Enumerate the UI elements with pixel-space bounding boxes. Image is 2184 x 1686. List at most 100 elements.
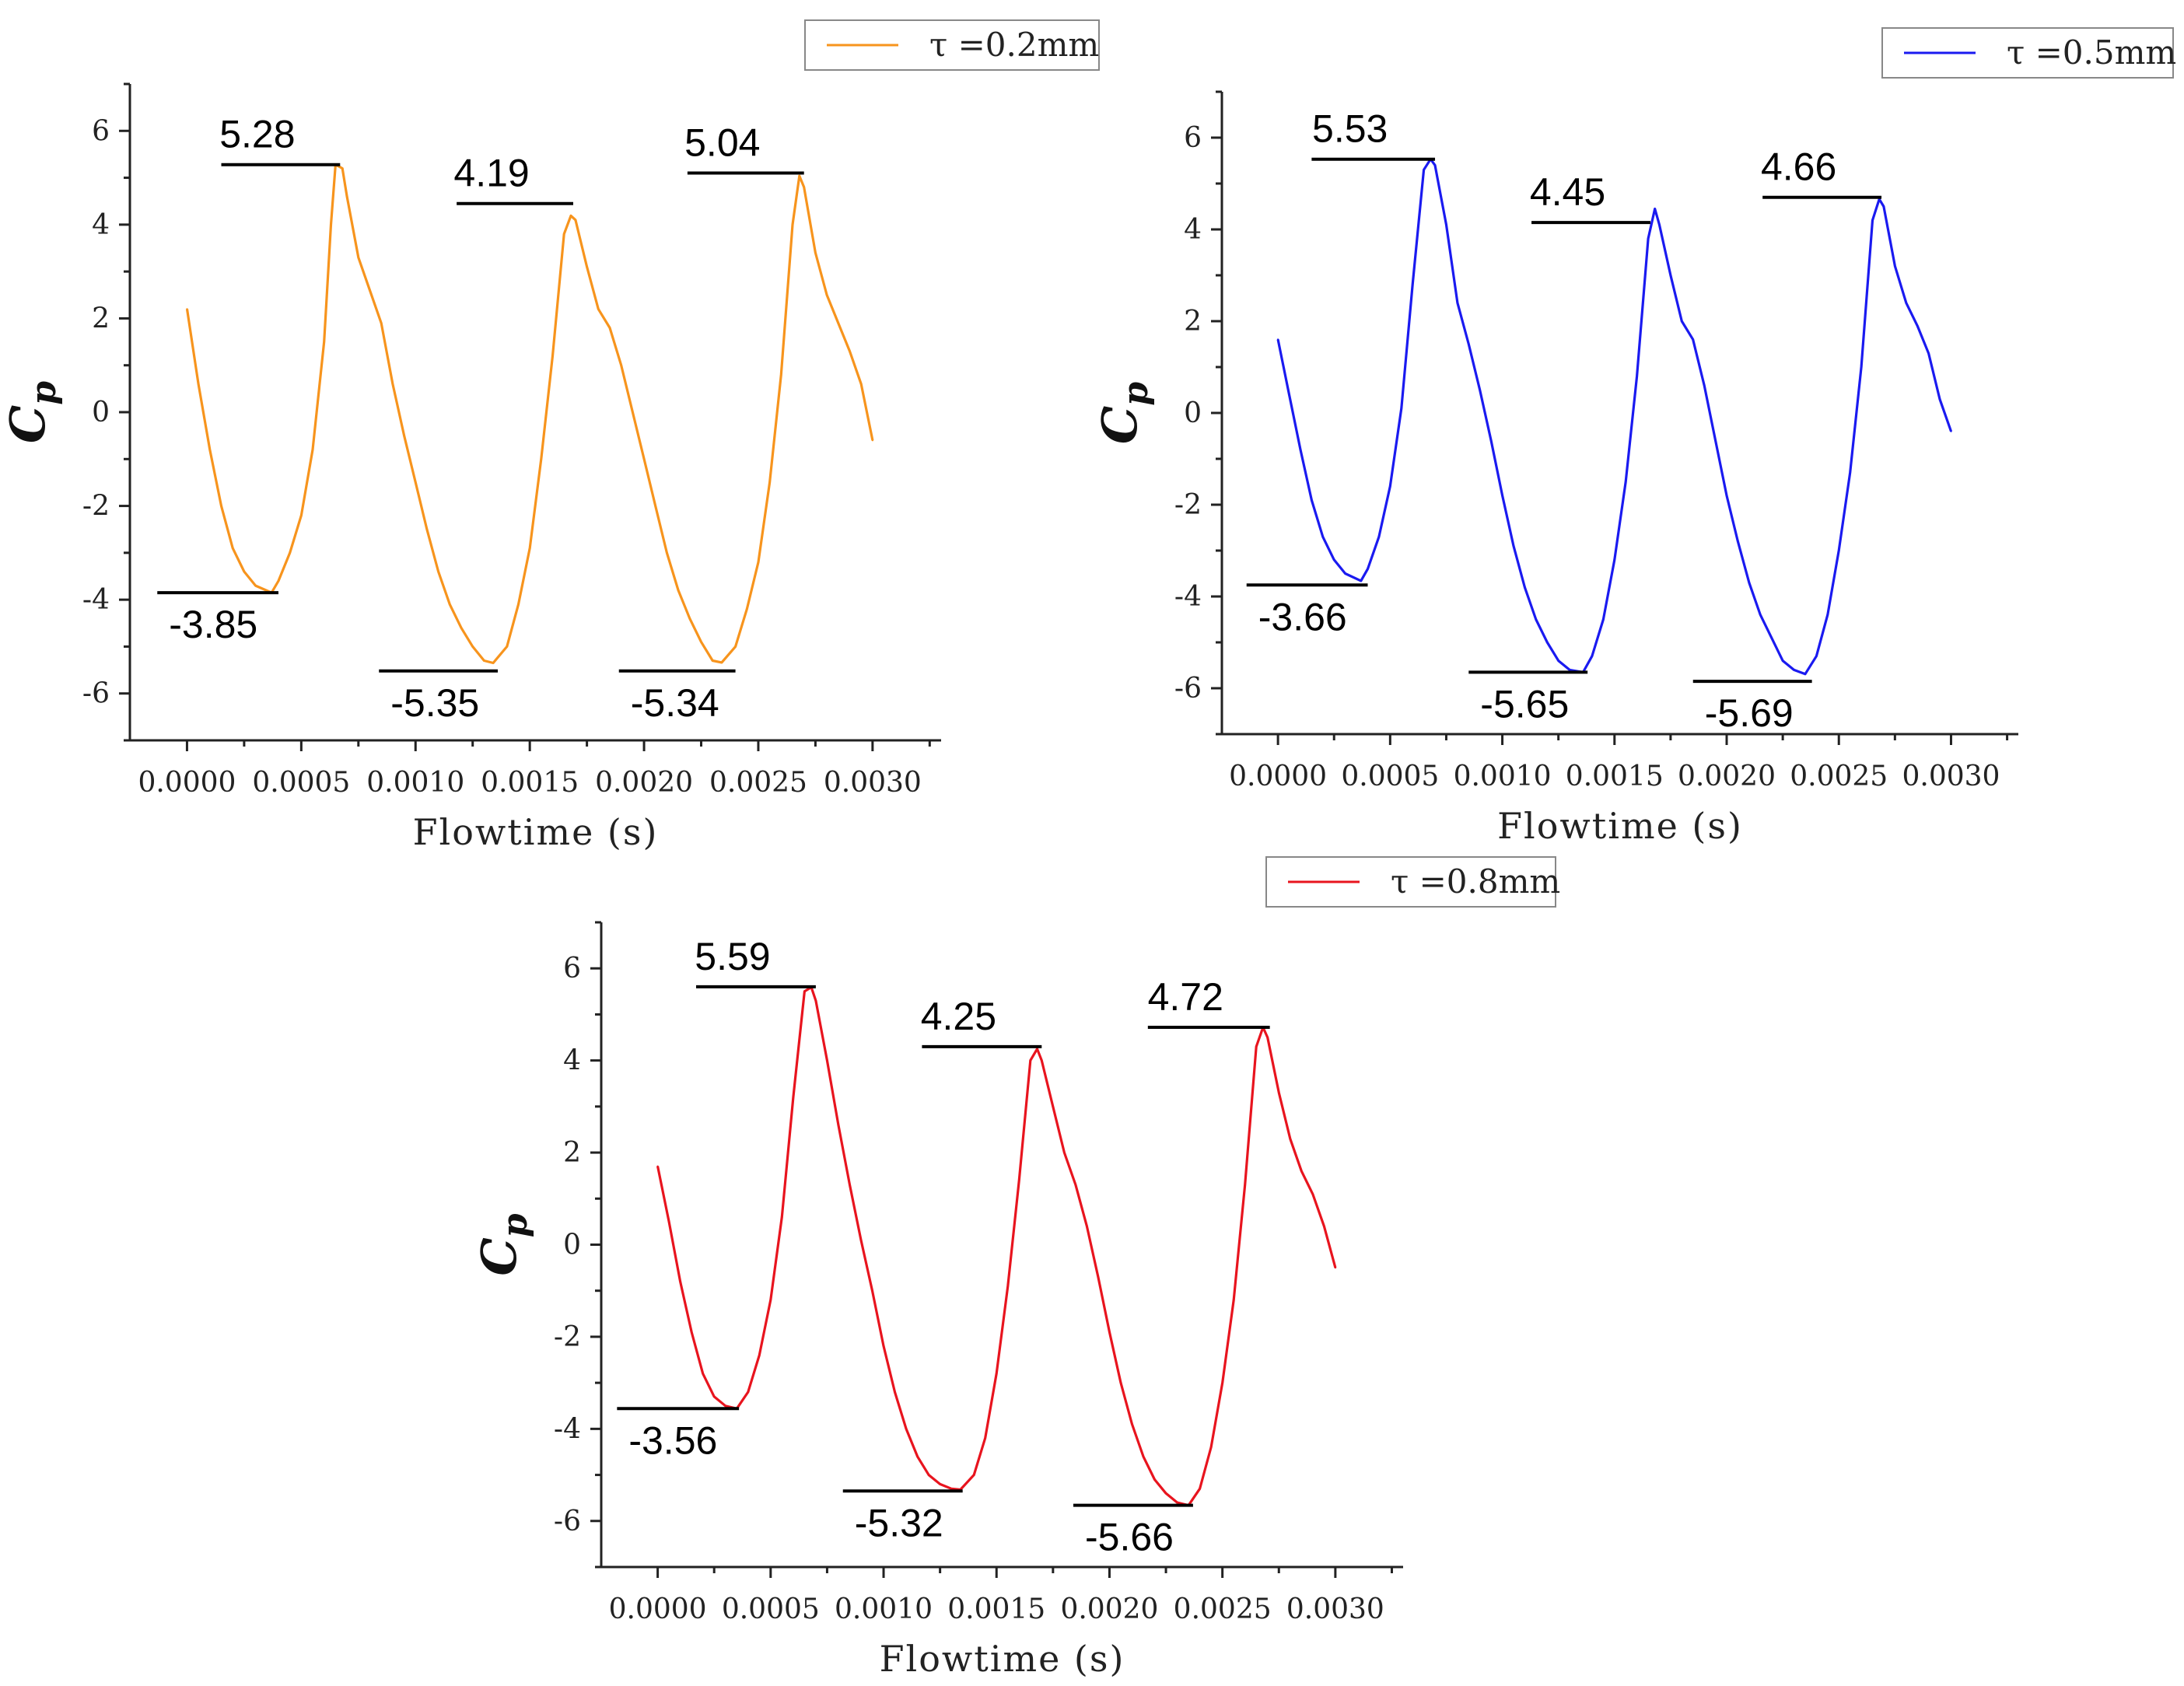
x-tick-label: 0.0020: [1060, 1593, 1158, 1625]
annotation-label: -5.69: [1705, 691, 1794, 735]
x-tick-label: 0.0025: [1174, 1593, 1272, 1625]
data-point: [654, 505, 656, 507]
data-point: [1804, 673, 1807, 675]
data-point: [1433, 164, 1437, 166]
data-point: [720, 661, 723, 664]
data-point: [1052, 1105, 1055, 1108]
data-point: [1029, 1059, 1032, 1062]
data-point: [1938, 398, 1941, 401]
annotation-label: 4.45: [1530, 170, 1605, 214]
data-point: [792, 1096, 795, 1099]
data-point: [849, 350, 851, 352]
annotation-label: -3.56: [628, 1418, 717, 1462]
data-point: [734, 645, 737, 648]
data-point: [691, 1331, 693, 1334]
data-point: [330, 223, 332, 226]
data-point: [540, 458, 542, 460]
annotation-label: -5.65: [1480, 682, 1569, 726]
data-point: [1654, 208, 1656, 210]
data-point: [357, 256, 359, 259]
data-point: [769, 1299, 772, 1301]
data-point: [1006, 1285, 1010, 1288]
data-point: [1299, 449, 1302, 451]
x-tick-label: 0.0005: [722, 1593, 820, 1625]
y-axis-label: Cp: [0, 381, 64, 443]
data-point: [927, 1474, 930, 1476]
data-point: [574, 219, 577, 221]
data-point: [597, 308, 600, 310]
data-point: [1131, 1423, 1133, 1425]
x-tick-label: 0.0030: [1902, 761, 2000, 792]
data-point: [814, 251, 817, 254]
data-point: [1489, 439, 1493, 442]
data-point: [724, 1404, 726, 1408]
annotation-label: -3.66: [1258, 595, 1347, 638]
data-point: [712, 659, 714, 662]
data-point: [1321, 536, 1325, 538]
data-point: [1602, 618, 1605, 621]
data-point: [563, 233, 565, 236]
x-tick-label: 0.0010: [1454, 761, 1552, 792]
data-point: [1289, 1138, 1292, 1140]
data-point: [1333, 558, 1335, 561]
chart-tau02: -6 -4 -2 0 2 4 6 0.0000 0.0005 0.0010 0.0015 0.0020…: [0, 19, 1100, 853]
y-tick-label: 6: [92, 115, 110, 147]
x-tick-label: 0.0010: [835, 1593, 933, 1625]
data-point: [1669, 274, 1672, 277]
data-point: [1714, 439, 1717, 442]
data-point: [1916, 324, 1919, 327]
y-tick-label: -4: [1174, 581, 1202, 613]
data-point: [1838, 549, 1840, 552]
data-point: [197, 383, 200, 385]
data-point: [551, 355, 554, 357]
y-axis-label: Cp: [1091, 382, 1156, 444]
x-tick-label: 0.0005: [252, 767, 350, 799]
data-point: [369, 289, 371, 292]
data-point: [1036, 1048, 1038, 1051]
data-point: [849, 1184, 851, 1186]
series-line: [1276, 158, 1953, 676]
data-point: [1748, 582, 1751, 584]
data-point: [1871, 219, 1874, 222]
data-point: [1389, 485, 1391, 488]
data-point: [973, 1474, 975, 1476]
data-point: [1501, 495, 1503, 497]
data-point: [916, 1455, 919, 1458]
data-point: [1591, 655, 1594, 657]
annotation-label: 5.53: [1312, 107, 1388, 151]
data-point: [483, 659, 485, 662]
data-point: [939, 1483, 941, 1485]
data-point: [1412, 283, 1414, 285]
data-point: [1692, 338, 1694, 341]
data-point: [1703, 384, 1706, 387]
data-point: [679, 1280, 681, 1283]
y-axis-label-main: C: [0, 405, 56, 443]
data-point: [1535, 618, 1538, 621]
data-point: [882, 1345, 885, 1348]
data-point: [380, 322, 383, 324]
data-point: [814, 999, 817, 1002]
data-point: [688, 617, 691, 620]
data-point: [667, 1220, 670, 1223]
data-point: [1266, 1036, 1269, 1039]
data-point: [1041, 1059, 1043, 1062]
data-point: [277, 579, 280, 582]
legend-label: τ =0.2mm: [929, 26, 1099, 64]
data-point: [746, 608, 748, 610]
data-point: [289, 551, 291, 554]
data-point: [825, 294, 828, 296]
data-point: [1221, 1381, 1223, 1384]
y-tick-label: -6: [1174, 673, 1202, 705]
data-point: [1153, 1478, 1156, 1481]
data-point: [656, 1165, 659, 1168]
data-point: [186, 308, 188, 310]
x-tick-label: 0.0030: [1286, 1593, 1384, 1625]
data-point: [243, 570, 246, 573]
x-tick-label: 0.0000: [138, 767, 236, 799]
x-tick-label: 0.0000: [609, 1593, 707, 1625]
data-point: [1781, 659, 1784, 662]
legend-label: τ =0.5mm: [2007, 33, 2176, 72]
data-point: [1468, 343, 1470, 345]
y-axis-label-subscript: p: [495, 1213, 535, 1237]
annotation-label: -3.85: [169, 603, 257, 646]
